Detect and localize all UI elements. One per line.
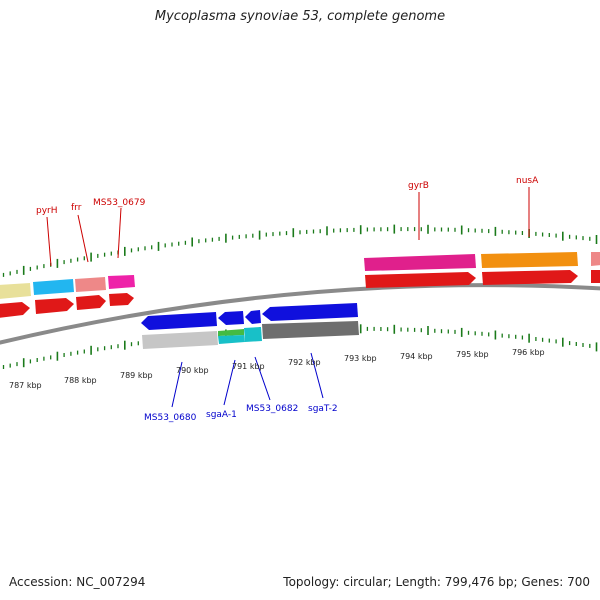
gene-block-sgaA-1-top[interactable] bbox=[218, 329, 244, 336]
label-leader-MS53_0682 bbox=[254, 356, 271, 401]
tick-label: 796 kbp bbox=[512, 348, 545, 357]
gene-arrow-sgaT-2[interactable] bbox=[262, 303, 358, 321]
outer-tick-arc bbox=[2, 224, 598, 277]
gene-arrow-MS53_0680[interactable] bbox=[141, 312, 217, 330]
gene-block-sgaA-1[interactable] bbox=[218, 335, 245, 344]
label-leader-sgaT-2 bbox=[310, 352, 324, 399]
gene-label-gyrB[interactable]: gyrB bbox=[408, 181, 429, 191]
gene-label-pyrH[interactable]: pyrH bbox=[36, 206, 58, 216]
gene-block-pyrH[interactable] bbox=[33, 279, 74, 295]
reverse-strand-features bbox=[141, 303, 359, 349]
gene-block-gyrB[interactable] bbox=[364, 254, 476, 271]
label-leader-sgaA-1 bbox=[223, 359, 236, 406]
gene-arrow-MS53_0679[interactable] bbox=[109, 293, 134, 306]
gene-arrow-gyrB[interactable] bbox=[365, 272, 476, 288]
gene-label-MS53_0680[interactable]: MS53_0680 bbox=[144, 413, 197, 423]
gene-label-frr[interactable]: frr bbox=[71, 203, 82, 213]
gene-block-edge[interactable] bbox=[591, 252, 600, 266]
gene-block-MS53_0679[interactable] bbox=[108, 275, 135, 289]
genome-backbone bbox=[0, 283, 600, 345]
forward-strand-features bbox=[0, 252, 600, 318]
gene-label-MS53_0682[interactable]: MS53_0682 bbox=[246, 404, 298, 414]
tick-label: 787 kbp bbox=[9, 381, 42, 390]
tick-label: 795 kbp bbox=[456, 350, 489, 359]
topology-label: Topology: circular; Length: 799,476 bp; … bbox=[283, 575, 590, 589]
gene-block-MS53_0682[interactable] bbox=[244, 327, 262, 342]
tick-label: 793 kbp bbox=[344, 354, 377, 363]
tick-label: 794 kbp bbox=[400, 352, 433, 361]
gene-arrow-MS53_0682[interactable] bbox=[245, 310, 261, 324]
map-title: Mycoplasma synoviae 53, complete genome bbox=[154, 9, 446, 24]
gene-label-MS53_0679[interactable]: MS53_0679 bbox=[93, 198, 146, 208]
gene-arrow-frr[interactable] bbox=[76, 295, 106, 310]
gene-block-MS53_0680[interactable] bbox=[142, 331, 218, 349]
label-leader-frr bbox=[77, 214, 89, 263]
gene-arrow-sgaA-1[interactable] bbox=[218, 311, 244, 325]
tick-label: 788 kbp bbox=[64, 376, 97, 385]
tick-label: 789 kbp bbox=[120, 371, 153, 380]
tick-label: 791 kbp bbox=[232, 362, 265, 371]
gene-block-sgaT-2[interactable] bbox=[262, 321, 359, 339]
gene-arrow-nusA[interactable] bbox=[482, 270, 578, 285]
forward-gene-labels: pyrH frr MS53_0679 gyrB nusA bbox=[36, 176, 539, 267]
tick-label: 792 kbp bbox=[288, 358, 321, 367]
gene-label-nusA[interactable]: nusA bbox=[516, 176, 539, 186]
gene-label-sgaA-1[interactable]: sgaA-1 bbox=[206, 410, 237, 420]
label-leader-MS53_0679 bbox=[117, 207, 122, 259]
scale-tick-labels: 787 kbp 788 kbp 789 kbp 790 kbp 791 kbp 792 k… bbox=[9, 348, 545, 390]
tick-label: 790 kbp bbox=[176, 366, 209, 375]
gene-arrow-pyrH[interactable] bbox=[35, 298, 74, 314]
accession-label: Accession: NC_007294 bbox=[9, 575, 146, 589]
gene-block-yellow[interactable] bbox=[0, 283, 31, 299]
gene-arrow-1[interactable] bbox=[0, 302, 30, 318]
label-leader-MS53_0680 bbox=[171, 361, 183, 408]
gene-label-sgaT-2[interactable]: sgaT-2 bbox=[308, 404, 338, 414]
gene-block-nusA[interactable] bbox=[481, 252, 578, 268]
gene-arrow-edge[interactable] bbox=[591, 270, 600, 283]
label-leader-pyrH bbox=[46, 216, 52, 267]
gene-block-frr[interactable] bbox=[75, 277, 106, 292]
reverse-gene-labels: MS53_0680 sgaA-1 MS53_0682 sgaT-2 bbox=[144, 352, 338, 423]
